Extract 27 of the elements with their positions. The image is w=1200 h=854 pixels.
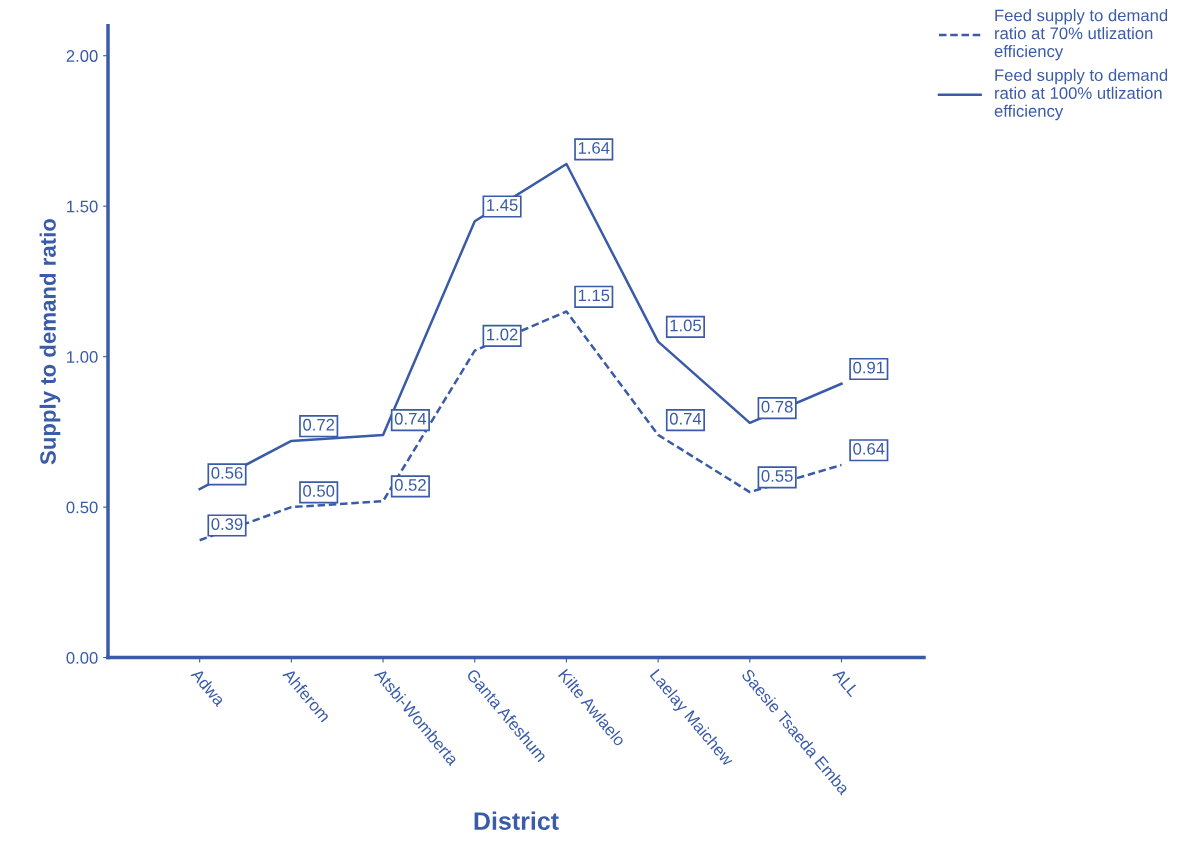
y-tick-label: 0.50 (66, 501, 98, 514)
y-tick-label: 1.00 (67, 351, 98, 363)
data-label: 1.02 (487, 328, 518, 341)
legend-label: Feed supply to demand ratio at 100% utlization efficiency (994, 68, 1168, 121)
data-label: 1.64 (578, 142, 610, 154)
data-label: 0.50 (303, 485, 335, 497)
legend-label: Feed supply to demand ratio at 70% utlization efficiency (994, 9, 1168, 61)
data-label: 1.05 (670, 319, 701, 332)
data-label: 0.74 (669, 412, 702, 425)
data-label: 0.52 (394, 479, 426, 491)
y-tick-label: 2.00 (66, 50, 98, 62)
data-label: 0.39 (211, 518, 243, 530)
y-tick-label: 1.50 (67, 200, 98, 213)
data-label: 1.45 (487, 199, 518, 211)
data-label: 0.74 (394, 412, 427, 425)
data-label: 0.91 (853, 361, 885, 374)
x-axis-title: District (474, 811, 559, 830)
data-label: 0.78 (761, 400, 793, 413)
x-tick-label: ALL (832, 667, 860, 698)
data-label: 0.64 (853, 442, 885, 455)
data-label: 0.55 (761, 470, 793, 482)
y-tick-label: 0.00 (66, 651, 98, 664)
data-label: 0.72 (303, 418, 335, 431)
line-series (198, 310, 843, 542)
y-axis-title: Supply to demand ratio (39, 219, 61, 465)
data-label: 1.15 (578, 289, 610, 302)
data-label: 0.56 (211, 467, 243, 479)
